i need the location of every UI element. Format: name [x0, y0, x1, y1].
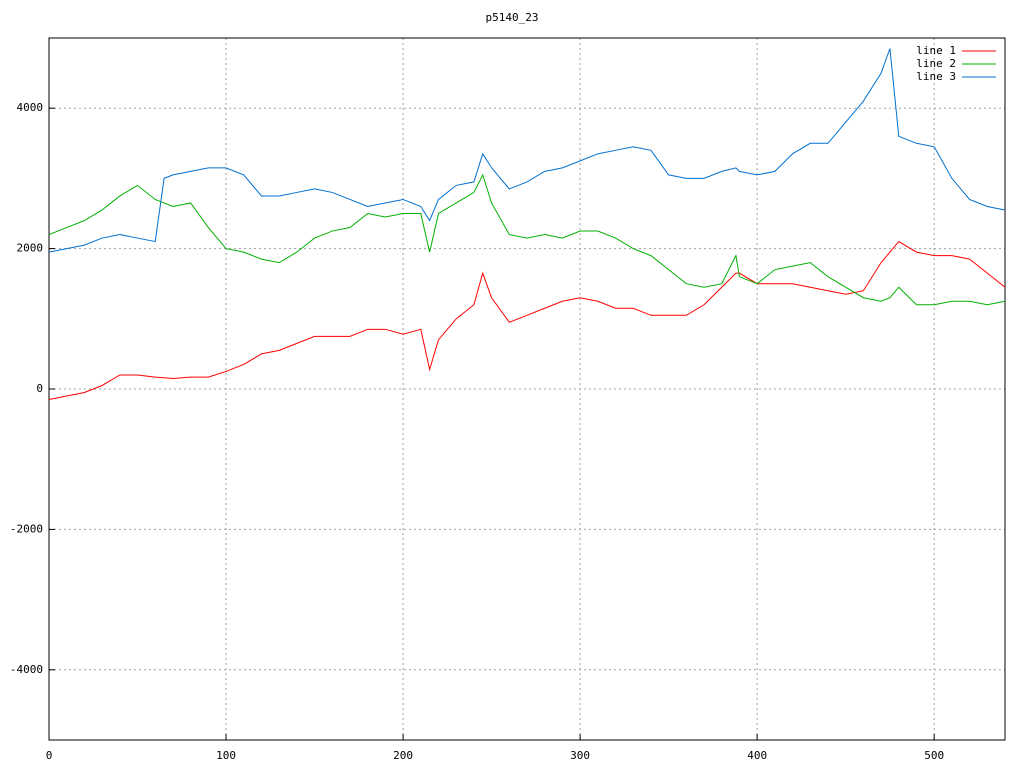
chart-title: p5140_23 [486, 11, 539, 24]
legend-label: line 2 [916, 57, 956, 70]
x-tick-label: 500 [924, 749, 944, 762]
y-tick-label: 2000 [17, 242, 44, 255]
x-tick-label: 0 [46, 749, 53, 762]
y-tick-label: 4000 [17, 101, 44, 114]
data-line [48, 240, 1006, 401]
y-tick-label: -4000 [10, 663, 43, 676]
y-tick-label: 0 [36, 382, 43, 395]
x-tick-label: 300 [570, 749, 590, 762]
x-tick-label: 200 [393, 749, 413, 762]
x-tick-label: 400 [747, 749, 767, 762]
x-tick-label: 100 [216, 749, 236, 762]
data-line [48, 48, 1006, 253]
legend-label: line 3 [916, 70, 956, 83]
plot-frame [48, 37, 1006, 741]
legend-label: line 1 [916, 44, 956, 57]
y-tick-label: -2000 [10, 522, 43, 535]
data-line [48, 173, 1006, 306]
